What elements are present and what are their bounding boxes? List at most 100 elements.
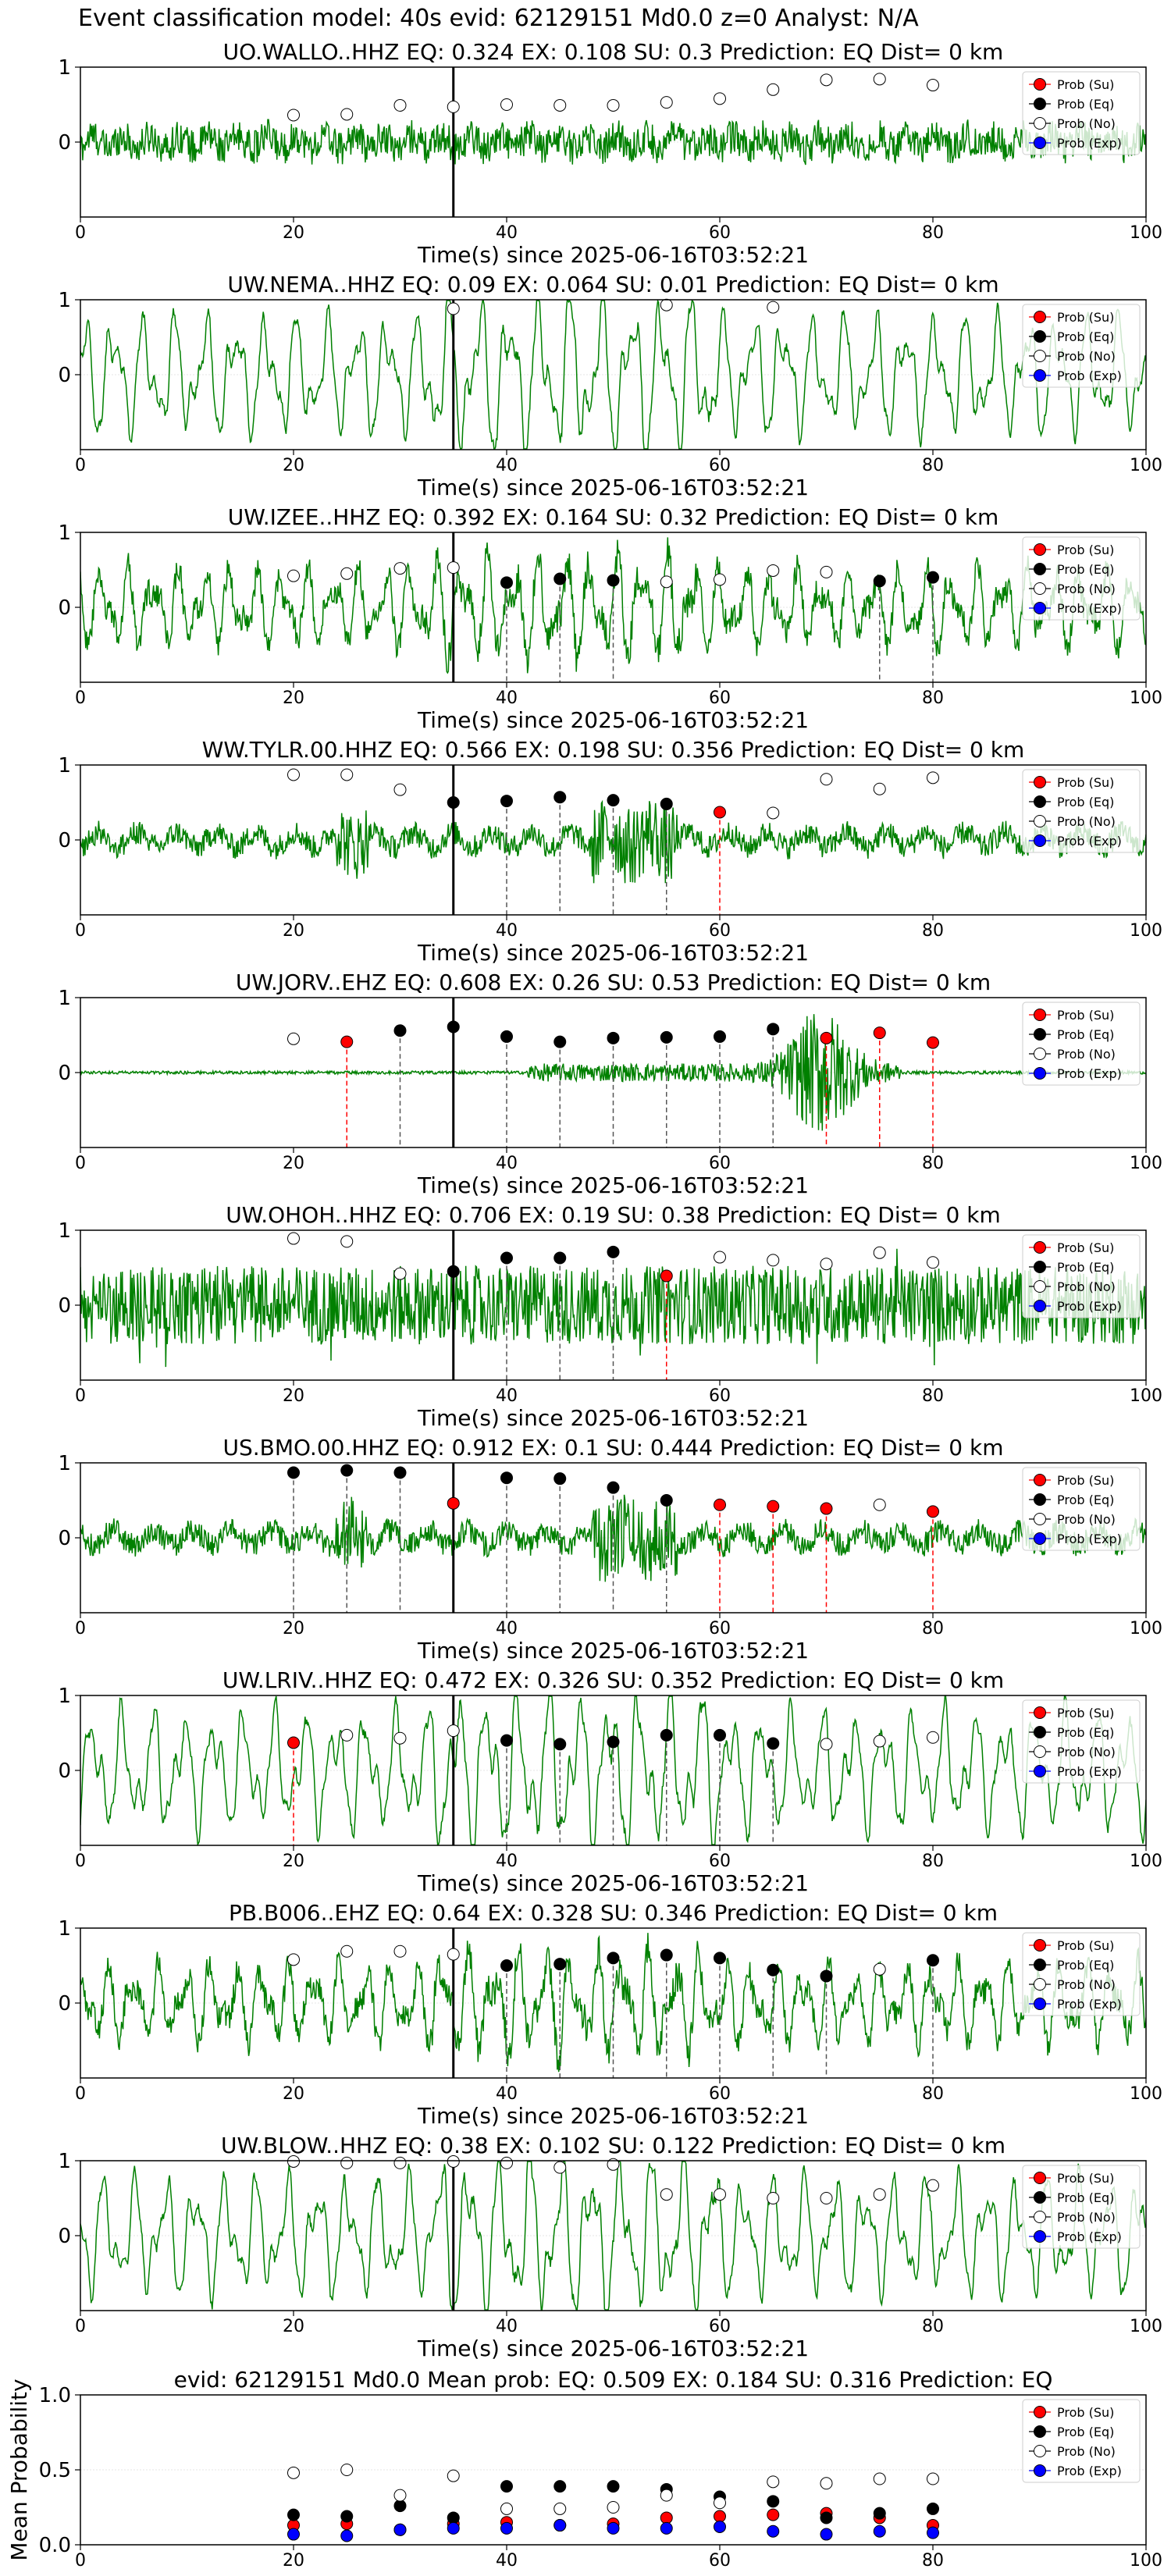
panel-4-prob-point-3 (447, 796, 460, 809)
mean-exp-point-7 (660, 2521, 673, 2535)
panel-8-legend-label-su: Prob (Su) (1057, 1706, 1114, 1720)
mean-exp-point-0 (287, 2528, 300, 2541)
panel-5-xtick-label-1: 20 (283, 1154, 304, 1173)
panel-4-xtick-label-3: 60 (709, 921, 731, 941)
panel-3-legend-label-su: Prob (Su) (1057, 543, 1114, 557)
panel-1-legend-marker-exp (1034, 137, 1046, 149)
panel-7-ytick-label-0: 0 (58, 1527, 71, 1550)
panel-5-prob-point-12 (927, 1036, 939, 1049)
panel-11-plot-area (80, 2395, 1146, 2545)
panel-1-plot-area (80, 67, 1146, 217)
panel-10-prob-point-4 (500, 2156, 513, 2169)
panel-8-legend (1022, 1699, 1141, 1784)
panel-1-legend-label-exp: Prob (Exp) (1057, 136, 1122, 151)
panel-5-legend-label-exp: Prob (Exp) (1057, 1066, 1122, 1081)
panel-9-ytick-label-0: 0 (58, 1992, 71, 2016)
station-panel-7: US.BMO.00.HHZ EQ: 0.912 EX: 0.1 SU: 0.44… (58, 1435, 1162, 1663)
panel-7-prob-point-7 (660, 1494, 673, 1507)
panel-8-legend-label-no: Prob (No) (1057, 1745, 1116, 1759)
panel-6-xtick-label-0: 0 (75, 1386, 86, 1406)
panel-8-prob-point-11 (873, 1735, 886, 1748)
panel-10-prob-point-0 (287, 2154, 300, 2168)
panel-6-title: UW.OHOH..HHZ EQ: 0.706 EX: 0.19 SU: 0.38… (226, 1202, 1001, 1228)
panel-9-legend-label-eq: Prob (Eq) (1057, 1958, 1114, 1973)
panel-3-xtick-label-5: 100 (1130, 688, 1162, 708)
panel-5-prob-point-5 (553, 1035, 567, 1048)
panel-9-legend-marker-su (1034, 1939, 1046, 1952)
panel-3-prob-point-1 (340, 567, 354, 580)
panel-2-waveform (80, 300, 1146, 450)
panel-10-prob-point-7 (660, 2188, 673, 2201)
panel-2-prob-point-1 (660, 298, 673, 311)
panel-7-prob-point-4 (500, 1471, 513, 1485)
panel-7-ytick-label-1: 1 (58, 1452, 71, 1475)
panel-2-legend-marker-eq (1034, 330, 1046, 343)
panel-7-prob-point-2 (393, 1466, 407, 1479)
panel-6-xtick-label-5: 100 (1130, 1386, 1162, 1406)
panel-7-xtick-label-4: 80 (922, 1619, 944, 1638)
panel-11-legend-label-exp: Prob (Exp) (1057, 2464, 1122, 2478)
mean-exp-point-9 (767, 2524, 780, 2538)
panel-9-prob-point-7 (660, 1948, 673, 1962)
panel-4-legend (1022, 769, 1141, 853)
panel-1-prob-point-4 (500, 98, 513, 111)
panel-9-legend (1022, 1932, 1141, 2016)
panel-3-prob-point-9 (767, 564, 780, 577)
panel-5-prob-point-9 (767, 1023, 780, 1036)
panel-4-prob-point-2 (393, 783, 407, 796)
panel-3-xtick-label-4: 80 (922, 688, 944, 708)
panel-10-legend-marker-exp (1034, 2230, 1046, 2243)
mean-su-point-9 (767, 2508, 780, 2521)
panel-3-xtick-label-2: 40 (496, 688, 518, 708)
panel-6-legend-marker-no (1034, 1280, 1046, 1293)
mean-su-point-7 (660, 2511, 673, 2524)
panel-4-xtick-label-0: 0 (75, 921, 86, 941)
panel-3-prob-point-7 (660, 575, 673, 589)
panel-10-xtick-label-4: 80 (922, 2317, 944, 2336)
panel-7-legend-label-su: Prob (Su) (1057, 1473, 1114, 1488)
panel-9-ytick-label-1: 1 (58, 1917, 71, 1941)
panel-5-legend-label-eq: Prob (Eq) (1057, 1027, 1114, 1042)
panel-4-xlabel: Time(s) since 2025-06-16T03:52:21 (417, 940, 809, 966)
mean-eq-point-2 (393, 2500, 407, 2513)
mean-no-point-7 (660, 2489, 673, 2502)
panel-9-legend-marker-exp (1034, 1998, 1046, 2010)
panel-9-prob-point-5 (553, 1958, 567, 1971)
panel-4-legend-marker-exp (1034, 834, 1046, 847)
panel-2-prob-point-2 (767, 301, 780, 314)
panel-8-prob-point-2 (393, 1731, 407, 1745)
panel-3-prob-point-3 (447, 561, 460, 575)
panel-8-prob-point-4 (500, 1734, 513, 1747)
panel-10-prob-point-2 (393, 2156, 407, 2169)
panel-1-prob-point-1 (340, 108, 354, 121)
panel-9-legend-label-no: Prob (No) (1057, 1977, 1116, 1992)
panel-1-legend-label-no: Prob (No) (1057, 116, 1116, 131)
panel-9-plot-area (80, 1928, 1146, 2078)
panel-9-xtick-label-0: 0 (75, 2084, 86, 2104)
panel-7-prob-point-8 (714, 1498, 726, 1511)
panel-3-prob-point-4 (500, 576, 513, 589)
panel-2-legend-marker-exp (1034, 369, 1046, 382)
panel-3-xlabel: Time(s) since 2025-06-16T03:52:21 (417, 707, 809, 733)
panel-5-prob-point-4 (500, 1030, 513, 1043)
panel-6-legend-marker-su (1034, 1241, 1046, 1254)
panel-3-xtick-label-3: 60 (709, 688, 731, 708)
mean-eq-point-10 (820, 2511, 833, 2524)
panel-6-prob-point-7 (660, 1269, 673, 1283)
panel-7-legend (1022, 1467, 1141, 1551)
panel-5-prob-point-3 (447, 1020, 460, 1034)
panel-9-xtick-label-1: 20 (283, 2084, 304, 2104)
panel-5-prob-point-1 (340, 1035, 354, 1048)
mean-exp-point-11 (873, 2524, 886, 2538)
station-panel-1: UO.WALLO..HHZ EQ: 0.324 EX: 0.108 SU: 0.… (58, 39, 1162, 268)
panel-6-xlabel: Time(s) since 2025-06-16T03:52:21 (417, 1405, 809, 1431)
panel-9-xtick-label-3: 60 (709, 2084, 731, 2104)
panel-11-xtick-label-4: 80 (922, 2551, 944, 2571)
mean-eq-point-4 (500, 2480, 513, 2493)
panel-3-legend-label-no: Prob (No) (1057, 582, 1116, 596)
mean-no-point-11 (873, 2472, 886, 2485)
panel-2-legend-label-su: Prob (Su) (1057, 310, 1114, 325)
panel-6-prob-point-10 (820, 1258, 833, 1271)
panel-4-prob-point-4 (500, 795, 513, 808)
